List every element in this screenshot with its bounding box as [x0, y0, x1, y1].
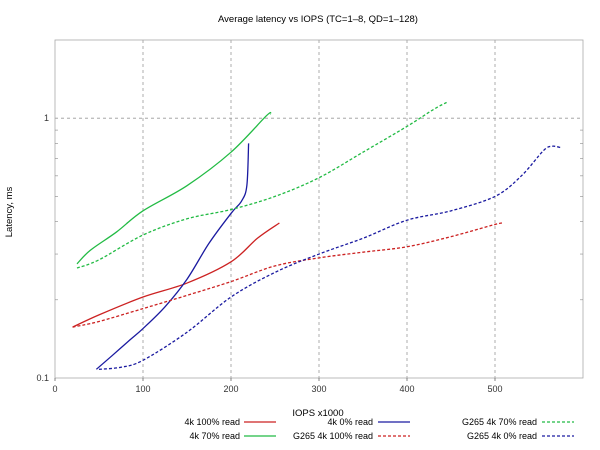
y-tick-label: 1 — [44, 113, 49, 123]
series-line-0 — [72, 222, 280, 328]
y-axis-ticks: 0.11 — [36, 113, 583, 383]
y-axis-label: Latency, ms — [4, 186, 15, 237]
x-tick-label: 0 — [52, 384, 57, 394]
legend: 4k 100% read 4k 70% read 4k 0% read G265 4k… — [184, 417, 574, 441]
chart-title: Average latency vs IOPS (TC=1–8, QD=1–12… — [218, 14, 418, 25]
x-tick-label: 500 — [487, 384, 502, 394]
x-tick-label: 300 — [311, 384, 326, 394]
series-line-1 — [76, 111, 272, 265]
series-line-5 — [98, 145, 562, 370]
legend-label-5: G265 4k 0% read — [467, 431, 537, 441]
legend-label-4: G265 4k 70% read — [462, 417, 537, 427]
legend-label-1: 4k 70% read — [189, 431, 240, 441]
series-lines — [72, 101, 562, 370]
legend-label-2: 4k 0% read — [327, 417, 373, 427]
x-tick-label: 400 — [399, 384, 414, 394]
grid-lines — [55, 40, 583, 378]
x-tick-label: 100 — [135, 384, 150, 394]
x-axis-label: IOPS x1000 — [292, 408, 343, 419]
legend-label-3: G265 4k 100% read — [293, 431, 373, 441]
y-tick-label: 0.1 — [36, 373, 49, 383]
x-axis-ticks: 0 100 200 300 400 500 — [52, 378, 503, 394]
series-line-4 — [76, 101, 447, 269]
series-line-2 — [95, 143, 250, 370]
legend-label-0: 4k 100% read — [184, 417, 240, 427]
x-tick-label: 200 — [223, 384, 238, 394]
